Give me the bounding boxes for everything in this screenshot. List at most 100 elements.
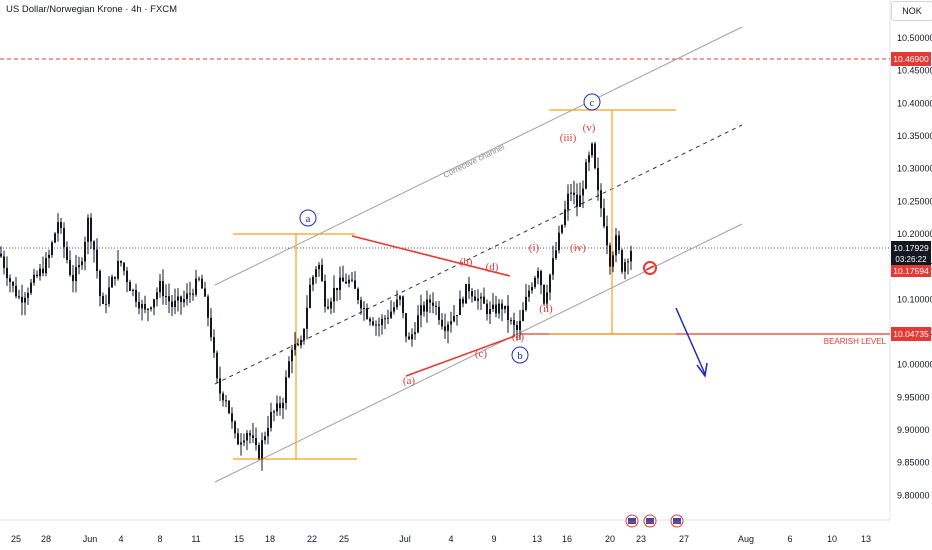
candle-body — [282, 402, 284, 409]
candle-body — [528, 290, 530, 297]
candle-body — [627, 261, 629, 263]
chart-title: US Dollar/Norwegian Krone · 4h · FXCM — [6, 4, 178, 15]
event-flag-icon[interactable] — [670, 514, 684, 528]
candle-body — [57, 222, 59, 234]
candle-body — [45, 258, 47, 274]
candle-body — [330, 301, 332, 309]
candle-body — [525, 296, 527, 310]
candle-body — [291, 349, 293, 362]
candle-body — [147, 309, 149, 311]
candle-body — [468, 284, 470, 292]
candle-body — [531, 286, 533, 291]
wave-i-label: (i) — [529, 242, 540, 254]
candle-body — [396, 299, 398, 308]
candle-body — [306, 307, 308, 329]
candle-body — [21, 296, 23, 303]
wave-sub-d-label: (d) — [486, 261, 499, 273]
candle-body — [420, 305, 422, 316]
price-tick-label: 10.00000 — [897, 360, 932, 370]
candle-body — [621, 250, 623, 272]
candle-body — [234, 421, 236, 434]
candle-body — [66, 247, 68, 260]
candle-body — [450, 321, 452, 325]
last-price-text: 10.17929 — [893, 243, 929, 253]
candle-body — [120, 261, 122, 263]
candle-body — [135, 289, 137, 302]
countdown-text: 03:26:22 — [895, 255, 927, 264]
triangle-upper-line[interactable] — [351, 235, 511, 277]
time-tick-label: 20 — [605, 534, 615, 544]
candle-body — [390, 311, 392, 318]
wave-a-label: a — [306, 213, 311, 225]
candle-body — [303, 328, 305, 340]
candle-body — [318, 264, 320, 270]
candle-body — [36, 274, 38, 277]
candle-body — [549, 274, 551, 293]
candle-body — [567, 193, 569, 210]
currency-button[interactable]: NOK — [891, 1, 932, 21]
candle-body — [516, 324, 518, 331]
candle-body — [606, 226, 608, 246]
candle-body — [210, 317, 212, 338]
candle-body — [519, 320, 521, 331]
time-tick-label: 6 — [787, 534, 792, 544]
candle-body — [429, 299, 431, 303]
channel-upper-line[interactable] — [214, 26, 743, 286]
channel-median-line[interactable] — [214, 124, 743, 385]
wave-c-circle — [583, 93, 601, 111]
candle-body — [168, 296, 170, 302]
time-tick-label: 28 — [41, 534, 51, 544]
candle-body — [564, 209, 566, 226]
candle-body — [93, 241, 95, 250]
triangle-lower-line[interactable] — [405, 335, 516, 377]
candle-body — [231, 413, 233, 422]
candle-body — [345, 281, 347, 284]
candle-body — [522, 309, 524, 321]
candle-body — [150, 307, 152, 310]
time-tick-label: 15 — [234, 534, 244, 544]
candle-body — [417, 315, 419, 333]
candle-body — [129, 281, 131, 292]
wave-a-circle — [299, 209, 317, 227]
candle-body — [165, 296, 167, 298]
candle-body — [360, 300, 362, 309]
candle-body — [189, 293, 191, 295]
candle-body — [582, 188, 584, 196]
candle-body — [192, 293, 194, 295]
candle-body — [486, 303, 488, 314]
candle-body — [498, 303, 500, 314]
time-tick-label: 25 — [11, 534, 21, 544]
time-axis[interactable]: 25 28 Jun 4 8 11 15 18 22 25 Jul 4 9 13 16 20 23 27 Aug 6 10… — [11, 534, 871, 544]
time-tick-label: Jul — [399, 534, 411, 544]
candle-body — [309, 284, 311, 308]
projection-arrow-line[interactable] — [675, 307, 706, 375]
wave-c-label: c — [590, 97, 595, 109]
candle-body — [219, 378, 221, 394]
candlestick-series[interactable] — [0, 141, 632, 471]
time-tick-label: Jun — [83, 534, 98, 544]
candle-body — [456, 315, 458, 317]
candle-body — [366, 308, 368, 319]
candle-body — [432, 302, 434, 306]
candle-body — [477, 298, 479, 301]
candle-body — [357, 288, 359, 301]
candle-body — [117, 261, 119, 279]
event-flag-icon[interactable] — [643, 514, 657, 528]
candle-body — [33, 274, 35, 283]
candle-body — [603, 208, 605, 227]
event-flag-icon[interactable] — [625, 514, 639, 528]
candle-body — [447, 324, 449, 331]
candle-body — [612, 255, 614, 267]
candle-body — [453, 315, 455, 322]
candle-body — [87, 217, 89, 242]
candle-body — [228, 400, 230, 414]
alert-marker-bar — [645, 265, 655, 271]
candle-body — [180, 296, 182, 303]
wave-iii-label: (iii) — [560, 132, 577, 144]
candle-body — [138, 301, 140, 309]
candle-body — [24, 297, 26, 303]
candle-body — [183, 299, 185, 303]
candle-body — [588, 155, 590, 163]
candle-body — [30, 282, 32, 293]
